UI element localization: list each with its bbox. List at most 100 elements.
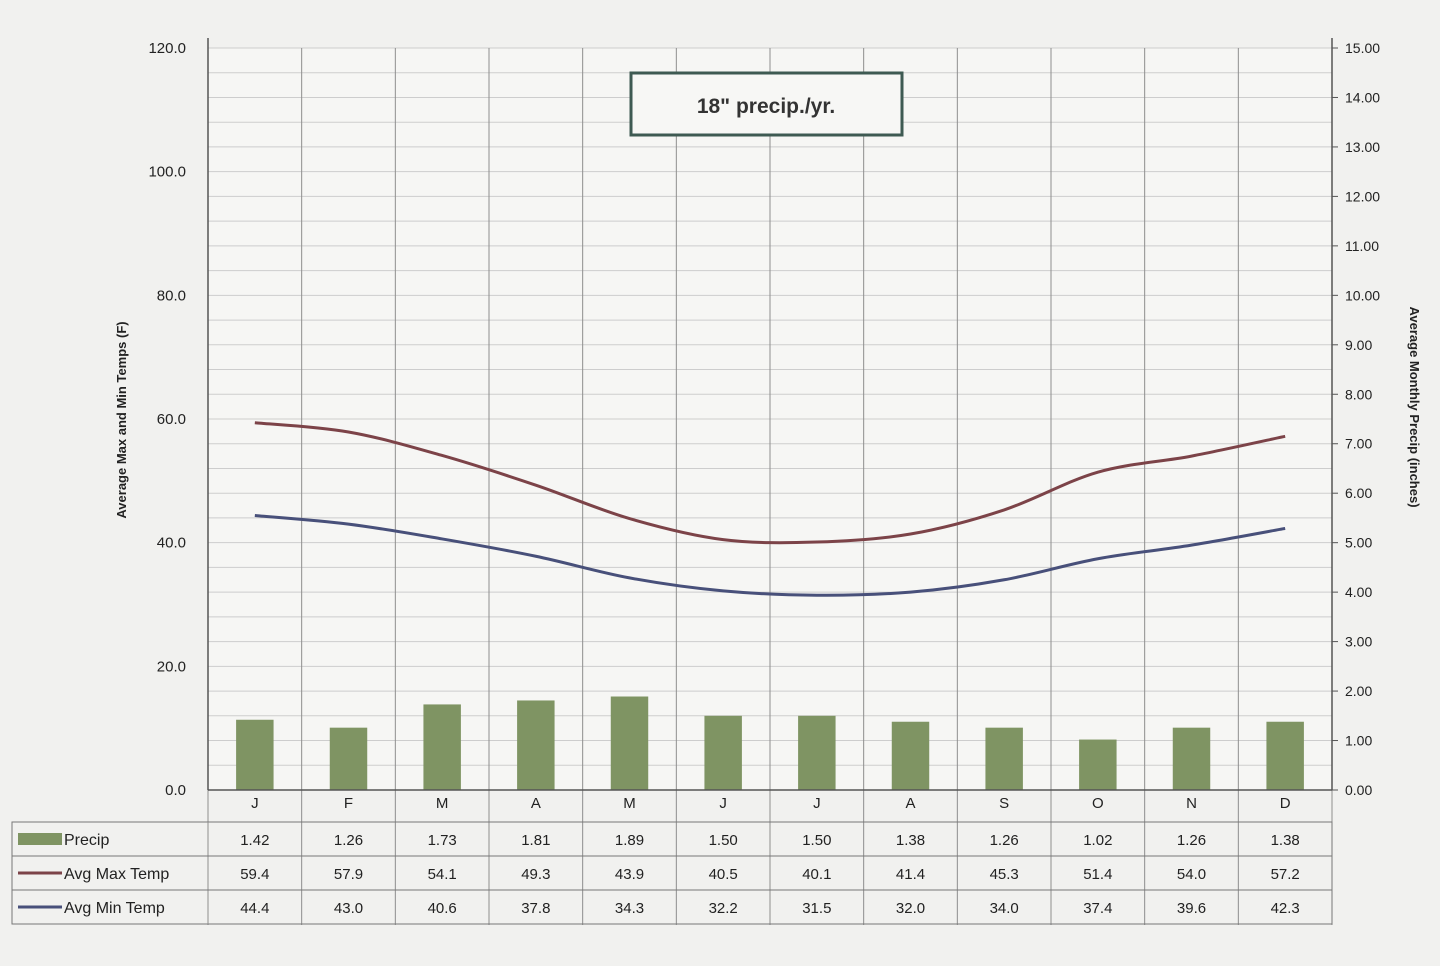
legend-label: Precip (64, 832, 109, 849)
precip-bar (423, 704, 461, 790)
right-tick-label: 4.00 (1345, 584, 1372, 600)
table-cell: 39.6 (1177, 900, 1206, 917)
table-cell: 57.9 (334, 866, 363, 883)
right-tick-label: 6.00 (1345, 485, 1372, 501)
precip-bars (236, 696, 1304, 790)
right-tick-label: 1.00 (1345, 733, 1372, 749)
legend-swatch-bar (18, 833, 62, 845)
right-tick-label: 0.00 (1345, 782, 1372, 798)
left-tick-label: 20.0 (157, 658, 186, 675)
x-tick-label: J (251, 795, 259, 812)
right-tick-label: 3.00 (1345, 634, 1372, 650)
table-cell: 32.2 (709, 900, 738, 917)
right-tick-label: 7.00 (1345, 436, 1372, 452)
left-tick-label: 40.0 (157, 535, 186, 552)
table-cell: 32.0 (896, 900, 925, 917)
left-tick-label: 0.0 (165, 782, 186, 799)
table-cell: 45.3 (990, 866, 1019, 883)
x-tick-label: A (531, 795, 541, 812)
table-cell: 1.26 (990, 832, 1019, 849)
avg-min-temp-line (254, 513, 1286, 597)
table-cell: 1.73 (428, 832, 457, 849)
right-tick-label: 15.00 (1345, 40, 1380, 56)
legend-label: Avg Max Temp (64, 866, 169, 883)
data-table: Precip 1.42 1.26 1.73 1.81 1.89 1.50 1.50 1.38 1.… (11, 821, 1333, 925)
right-tick-label: 11.00 (1345, 238, 1379, 254)
precip-bar (1172, 727, 1211, 790)
legend-label: Avg Min Temp (64, 900, 165, 917)
table-cell: 57.2 (1271, 866, 1300, 883)
x-tick-label: J (719, 795, 727, 812)
table-cell: 40.6 (428, 900, 457, 917)
x-tick-label: A (905, 795, 915, 812)
table-cell: 1.50 (802, 832, 831, 849)
right-tick-label: 2.00 (1345, 683, 1372, 699)
table-cell: 1.26 (334, 832, 363, 849)
left-tick-label: 120.0 (148, 40, 186, 57)
table-cell: 41.4 (896, 866, 925, 883)
left-axis-title: Average Max and Min Temps (F) (114, 321, 129, 518)
table-cell: 54.0 (1177, 866, 1206, 883)
table-cell: 34.0 (990, 900, 1019, 917)
table-cell: 1.42 (240, 832, 269, 849)
precip-bar (1266, 721, 1304, 790)
right-tick-label: 10.00 (1345, 287, 1380, 303)
x-tick-label: M (623, 795, 636, 812)
table-cell: 1.02 (1083, 832, 1112, 849)
precip-bar (985, 727, 1023, 790)
x-tick-label: D (1280, 795, 1291, 812)
table-cell: 1.26 (1177, 832, 1206, 849)
precip-bar (610, 696, 649, 790)
right-tick-label: 13.00 (1345, 139, 1380, 155)
table-cell: 44.4 (240, 900, 269, 917)
left-tick-label: 80.0 (157, 287, 186, 304)
left-tick-label: 100.0 (148, 164, 186, 181)
table-cell: 1.38 (1271, 832, 1300, 849)
axes: 0.0 20.0 40.0 60.0 80.0 100.0 120.0 0.00 1.00 2.0… (148, 38, 1380, 812)
precip-bar (798, 715, 836, 790)
right-axis-title: Average Monthly Precip (inches) (1407, 306, 1422, 507)
annotation-text: 18" precip./yr. (697, 95, 835, 118)
right-tick-label: 14.00 (1345, 89, 1380, 105)
temp-lines (254, 421, 1286, 597)
right-tick-label: 9.00 (1345, 337, 1372, 353)
table-cell: 59.4 (240, 866, 269, 883)
x-tick-label: S (999, 795, 1009, 812)
table-cell: 49.3 (521, 866, 550, 883)
x-tick-label: J (813, 795, 821, 812)
x-tick-label: F (344, 795, 353, 812)
table-cell: 40.5 (709, 866, 738, 883)
table-cell: 34.3 (615, 900, 644, 917)
table-cell: 43.9 (615, 866, 644, 883)
table-border (11, 821, 1333, 925)
grid (207, 47, 1333, 925)
x-tick-label: M (436, 795, 449, 812)
left-tick-label: 60.0 (157, 411, 186, 428)
avg-max-temp-line (254, 421, 1286, 545)
table-cell: 37.4 (1083, 900, 1112, 917)
right-tick-label: 8.00 (1345, 386, 1372, 402)
table-cell: 1.50 (709, 832, 738, 849)
table-cell: 1.38 (896, 832, 925, 849)
precip-bar (891, 721, 930, 790)
precip-bar (517, 700, 555, 790)
annotation-box: 18" precip./yr. (629, 71, 904, 137)
table-cell: 1.89 (615, 832, 644, 849)
x-tick-label: N (1186, 795, 1197, 812)
x-tick-label: O (1092, 795, 1104, 812)
table-cell: 54.1 (428, 866, 457, 883)
table-cell: 1.81 (521, 832, 550, 849)
table-cell: 31.5 (802, 900, 831, 917)
precip-bar (236, 719, 274, 790)
right-tick-label: 12.00 (1345, 188, 1380, 204)
annotation-frame (629, 71, 904, 137)
table-cell: 42.3 (1271, 900, 1300, 917)
table-cell: 40.1 (802, 866, 831, 883)
table-cell: 37.8 (521, 900, 550, 917)
precip-bar (329, 727, 368, 790)
table-cell: 51.4 (1083, 866, 1112, 883)
precip-bar (1079, 739, 1117, 790)
precip-bar (704, 715, 742, 790)
